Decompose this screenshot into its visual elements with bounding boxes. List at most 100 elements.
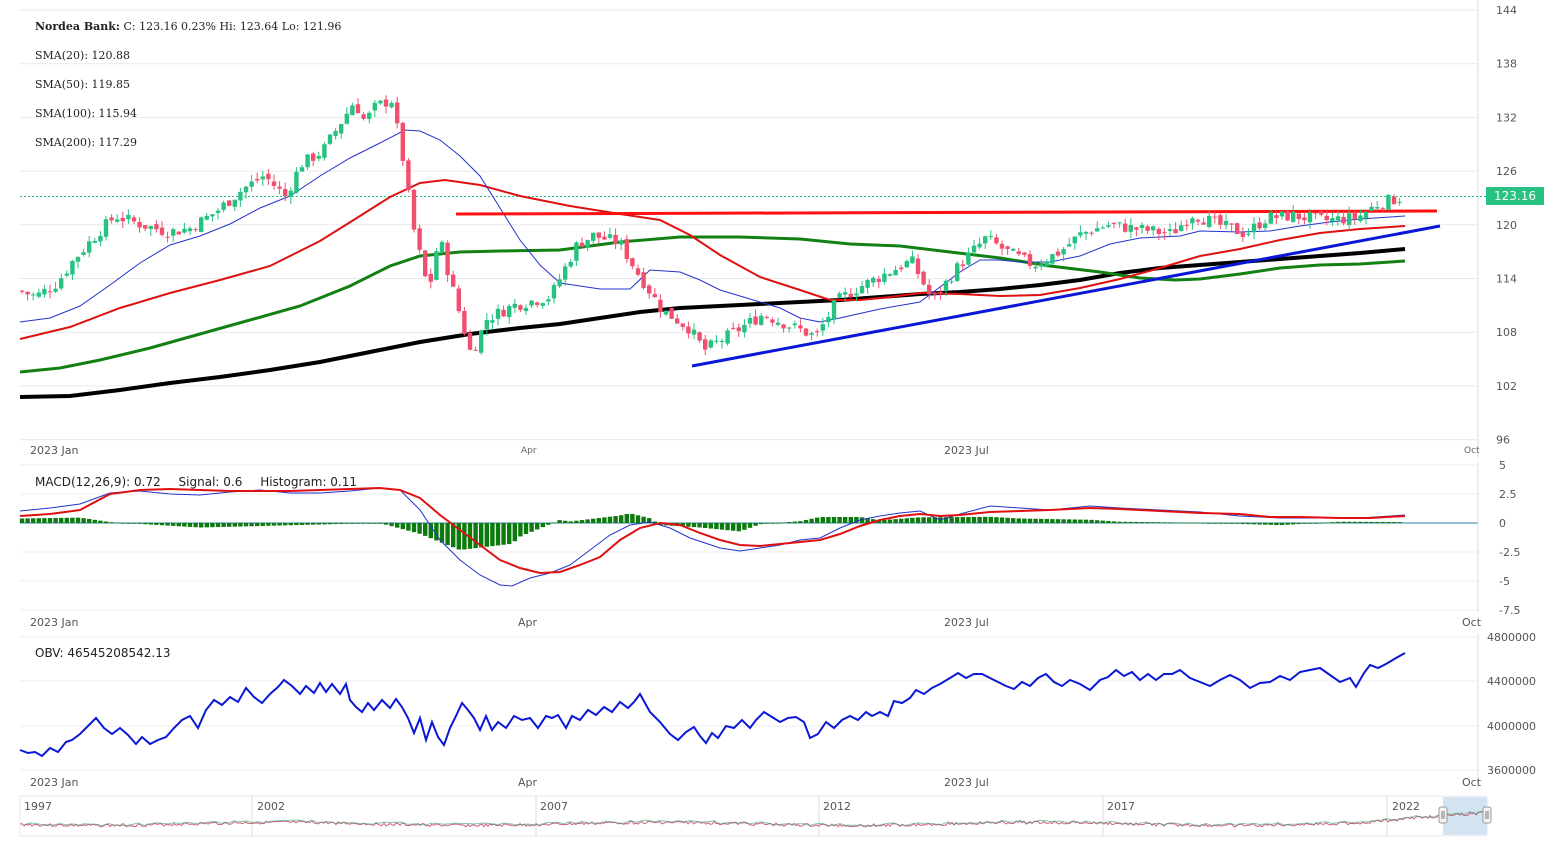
macd-histogram-bar [311,523,316,525]
candle-body [1039,264,1044,267]
candle-body [1397,201,1402,203]
macd-histogram-bar [1302,523,1307,524]
candle-body [434,251,439,280]
macd-histogram-bar [260,523,265,526]
candle-body [350,105,355,116]
macd-histogram-bar [1319,522,1324,524]
candle-body [1296,213,1301,220]
macd-histogram-bar [635,515,641,523]
x-tick-label: 2023 Jul [944,444,989,457]
candle-body [1375,207,1380,209]
candle-body [708,340,713,348]
candle-body [1313,212,1318,214]
candle-body [339,124,344,134]
sma100-line [19,235,1406,374]
macd-histogram-bar [691,523,697,528]
candle-body [859,286,865,294]
candle-body [417,228,422,250]
macd-histogram-bar [271,523,277,526]
navigator-selection[interactable] [1443,797,1487,835]
y-tick-label: 132 [1496,111,1517,124]
candle-body [423,250,428,277]
candle-body [1100,227,1105,229]
candle-body [691,329,697,335]
macd-histogram-bar [1128,521,1133,523]
macd-histogram-bar [1156,522,1161,524]
macd-histogram-bar [451,523,456,548]
candle-body [1358,215,1363,222]
macd-histogram-bar [1106,520,1111,523]
macd-histogram-bar [994,517,999,523]
candle-body [1145,226,1150,231]
macd-histogram-bar [596,518,601,523]
macd-histogram-bar [473,523,478,549]
candle-body [199,217,204,233]
macd-histogram-bar [1352,521,1357,523]
candle-body [1083,231,1089,234]
candle-body [983,236,988,244]
macd-histogram-bar [1095,520,1100,523]
candle-body [619,240,624,245]
navigator-left-handle[interactable] [1438,806,1448,824]
candle-body [523,307,529,312]
navigator-right-handle[interactable] [1482,806,1492,824]
macd-histogram-bar [1089,519,1094,523]
macd-histogram-bar [1375,521,1380,523]
macd-histogram-bar [820,517,825,523]
macd-histogram-bar [255,523,260,527]
candle-body [148,226,153,229]
macd-histogram-bar [1111,521,1117,523]
macd-histogram-bar [1380,521,1385,523]
macd-histogram-bar [1050,519,1055,523]
candle-body [977,243,982,248]
macd-histogram-bar [462,523,467,550]
x-tick-label: Apr [518,776,538,789]
macd-histogram-bar [294,523,299,526]
macd-histogram-bar [344,523,349,524]
candle-body [1324,215,1329,221]
macd-histogram-bar [910,517,915,523]
candle-body [831,300,837,320]
candle-body [143,225,148,229]
macd-histogram-bar [826,517,831,523]
candle-body [613,234,618,245]
macd-histogram-bar [697,523,702,528]
macd-histogram-bar [1341,521,1346,523]
candle-body [451,274,456,287]
y-tick-label: 4000000 [1487,720,1536,733]
navigator[interactable]: 1997 2002 2007 2012 2017 2022 [19,795,1492,837]
macd-histogram-bar [831,517,837,523]
candle-body [630,258,635,267]
macd-histogram-bar [859,517,865,523]
macd-histogram-bar [512,523,517,542]
macd-histogram-bar [770,523,775,524]
macd-histogram-bar [204,523,209,528]
candle-body [529,300,534,306]
macd-histogram-bar [1016,518,1021,523]
candle-body [927,284,932,295]
macd-histogram-bar [439,523,445,543]
candle-body [1123,223,1128,232]
candle-body [120,217,125,222]
candle-body [1011,248,1016,251]
candle-body [1162,232,1167,234]
candle-body [798,325,803,329]
macd-histogram-bar [585,519,590,523]
macd-histogram-bar [383,523,389,525]
y-tick-label: 102 [1496,380,1517,393]
candle-body [1279,211,1285,217]
macd-histogram-bar [1391,522,1397,523]
candle-body [1117,222,1122,224]
macd-histogram-bar [75,517,81,523]
candle-body [1190,218,1195,224]
candle-body [1134,227,1139,230]
macd-histogram-bar [1162,522,1167,524]
navigator-series [19,811,1487,828]
candle-body [1386,194,1391,210]
macd-histogram-bar [551,522,557,524]
candle-body [826,317,831,323]
candle-body [1173,229,1178,234]
macd-histogram-bar [109,522,114,523]
macd-histogram-bar [955,517,960,523]
sma200-legend: SMA(200): 117.29 [35,136,138,149]
